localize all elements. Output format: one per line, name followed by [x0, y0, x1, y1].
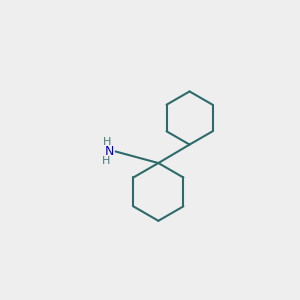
Text: H: H [103, 137, 112, 147]
Text: H: H [102, 156, 111, 166]
Text: N: N [105, 145, 115, 158]
